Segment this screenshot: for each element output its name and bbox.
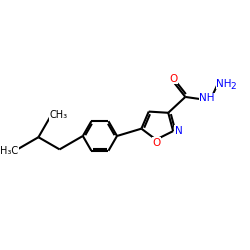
Text: O: O: [169, 74, 177, 84]
Text: NH: NH: [199, 93, 214, 103]
Text: O: O: [153, 138, 161, 147]
Text: 2: 2: [230, 82, 235, 91]
Text: H₃C: H₃C: [0, 146, 18, 156]
Text: CH₃: CH₃: [50, 110, 68, 120]
Text: NH: NH: [216, 78, 232, 88]
Text: N: N: [174, 126, 182, 136]
